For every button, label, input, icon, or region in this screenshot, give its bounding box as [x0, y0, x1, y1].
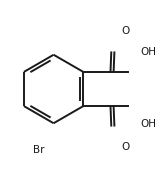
Text: Br: Br	[33, 145, 45, 155]
Text: O: O	[121, 142, 129, 152]
Text: O: O	[121, 26, 129, 36]
Text: OH: OH	[140, 119, 156, 129]
Text: OH: OH	[140, 47, 156, 57]
